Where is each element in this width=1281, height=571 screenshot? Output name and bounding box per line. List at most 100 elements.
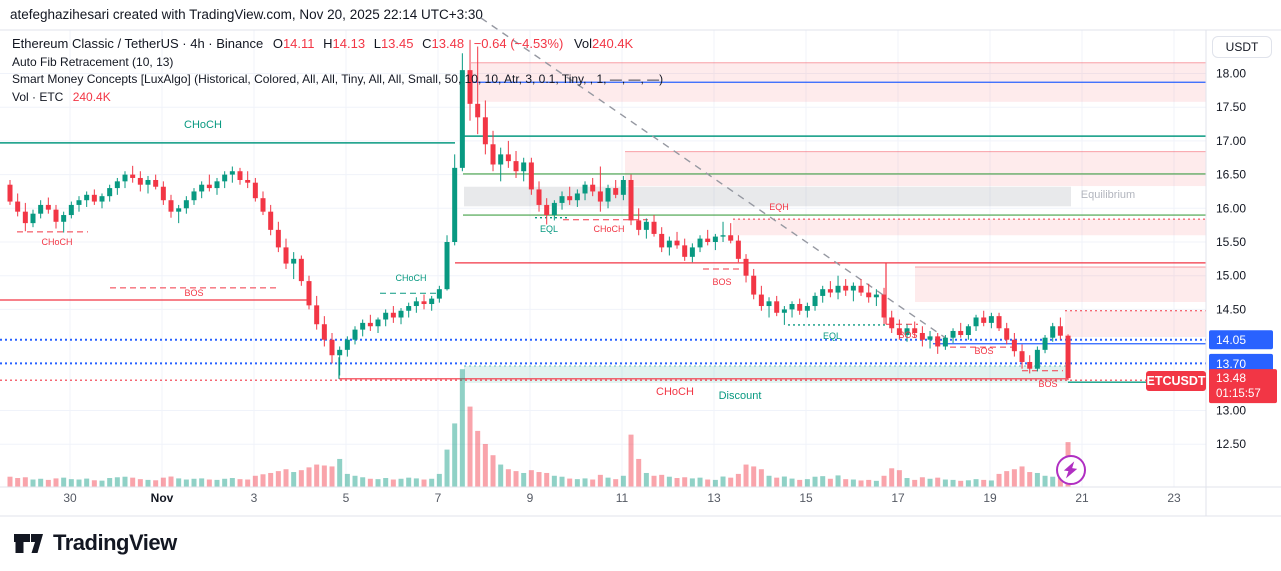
candle-body (766, 301, 772, 307)
volume-bar (827, 478, 833, 487)
price-tick-label: 15.00 (1216, 269, 1246, 283)
candle-body (544, 204, 550, 216)
volume-bar (360, 477, 366, 487)
volume-bar (406, 477, 412, 487)
volume-bar (521, 472, 527, 487)
legend-indicator-volume[interactable]: Vol · ETC 240.4K (12, 89, 111, 104)
time-tick-label: 3 (251, 491, 258, 505)
volume-bar (68, 479, 74, 487)
volume-bar (61, 477, 67, 487)
candle-body (268, 211, 274, 230)
smc-label-choch: CHoCH (184, 119, 222, 131)
price-badge[interactable] (1209, 353, 1273, 373)
candle-body (682, 245, 688, 257)
candle-body (360, 322, 366, 330)
volume-bar (1027, 472, 1033, 487)
legend-symbol-row[interactable]: Ethereum Classic / TetherUS · 4h · Binan… (12, 36, 663, 53)
volume-bar (22, 477, 28, 487)
price-tick-label: 17.50 (1216, 100, 1246, 114)
candle-body (1057, 326, 1063, 336)
currency-unit-button[interactable]: USDT (1212, 36, 1272, 58)
time-axis[interactable]: 30 Nov 3 5 7 9 11 13 15 17 19 21 23 (63, 491, 1181, 505)
candle-body (114, 181, 120, 189)
candle-body (459, 70, 465, 168)
candle-body (597, 191, 603, 202)
volume-bar (904, 478, 910, 487)
grid-lines (0, 30, 1206, 487)
price-badge[interactable] (1209, 330, 1273, 350)
candle-body (743, 258, 749, 276)
candle-body (850, 285, 856, 291)
volume-bar (260, 474, 266, 487)
volume-bar (973, 479, 979, 487)
candle-body (551, 202, 557, 216)
volume-bar (651, 475, 657, 487)
time-tick-label: 23 (1167, 491, 1181, 505)
candle-body (605, 188, 611, 202)
volume-bar (413, 478, 419, 487)
volume-bar (981, 479, 987, 487)
price-tick-label: 18.00 (1216, 67, 1246, 81)
volume-bar (958, 480, 964, 487)
volume-bar (421, 479, 427, 487)
candle-body (582, 184, 588, 194)
volume-bar (99, 480, 105, 487)
volume-bar (582, 478, 588, 487)
volume-bar (467, 406, 473, 487)
smc-label-bos: BOS (1038, 379, 1057, 389)
symbol-tag-bg[interactable] (1146, 371, 1206, 391)
price-tick-label: 16.00 (1216, 201, 1246, 215)
volume-bar (965, 480, 971, 487)
volume-bar (513, 471, 519, 487)
volume-bar (199, 478, 205, 487)
symbol-title[interactable]: Ethereum Classic / TetherUS · 4h · Binan… (12, 36, 264, 51)
volume-bar (536, 472, 542, 487)
tradingview-footer-logo[interactable]: TradingView (14, 530, 177, 556)
low-value: 13.45 (380, 36, 414, 51)
volume-bar (1034, 472, 1040, 487)
last-price-badge[interactable] (1209, 369, 1277, 404)
candle-body (697, 238, 703, 248)
supply-zone-15 (915, 266, 1206, 302)
volume-bar (84, 478, 90, 487)
volume-bar (613, 479, 619, 487)
candle-body (352, 329, 358, 340)
candle-body (651, 221, 657, 234)
volume-bar (590, 479, 596, 487)
volume-bar (237, 479, 243, 487)
volume-bar (544, 472, 550, 487)
candle-body (973, 317, 979, 327)
legend-indicator-smc[interactable]: Smart Money Concepts [LuxAlgo] (Historic… (12, 72, 664, 86)
volume-bar (160, 477, 166, 487)
candle-body (804, 306, 810, 311)
candle-body (889, 317, 895, 329)
volume-bar (751, 466, 757, 487)
volume-bar (1042, 475, 1048, 487)
volume-bar (896, 470, 902, 487)
price-badge-text: 13.70 (1216, 357, 1246, 371)
smc-label-choch: CHoCH (656, 386, 694, 398)
price-axis[interactable]: 18.00 17.50 17.00 16.50 16.00 15.50 15.00 14.50… (1209, 67, 1277, 452)
candle-body (1004, 328, 1010, 340)
legend-indicator-autofib[interactable]: Auto Fib Retracement (10, 13) (12, 54, 174, 69)
candle-body (935, 336, 941, 347)
quick-action-button[interactable] (1056, 455, 1086, 485)
candle-body (283, 247, 289, 264)
candle-body (797, 304, 803, 311)
volume-bar (988, 480, 994, 487)
candle-body (774, 301, 780, 313)
candle-body (1011, 339, 1017, 352)
time-tick-label: 9 (527, 491, 534, 505)
time-tick-label: 15 (799, 491, 813, 505)
chart-legend[interactable]: Ethereum Classic / TetherUS · 4h · Binan… (12, 36, 663, 105)
volume-bar (628, 434, 634, 487)
candle-body (7, 184, 13, 202)
volume-bar (337, 458, 343, 487)
price-tick-label: 14.50 (1216, 302, 1246, 316)
candle-body (781, 309, 787, 313)
symbol-price-tag[interactable]: ETCUSDT (1146, 371, 1206, 391)
volume-bar (505, 469, 511, 487)
candle-body (728, 235, 734, 241)
candle-body (237, 171, 243, 180)
